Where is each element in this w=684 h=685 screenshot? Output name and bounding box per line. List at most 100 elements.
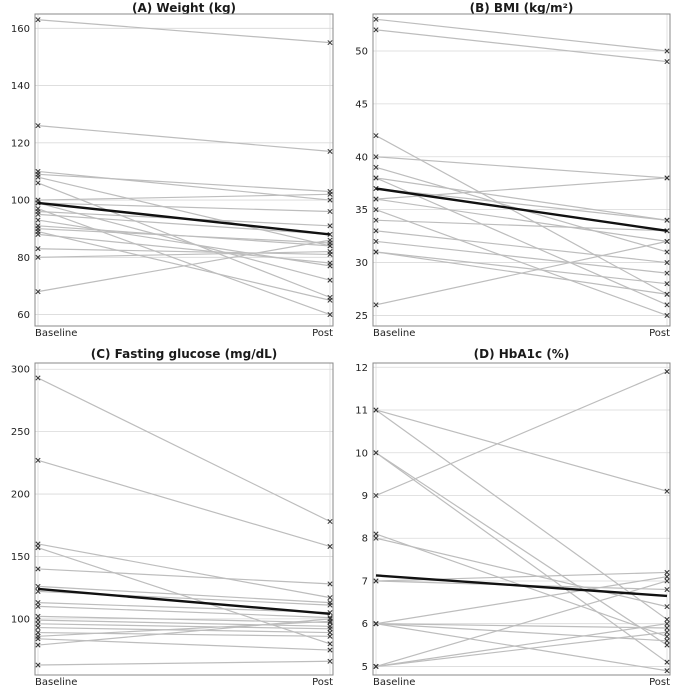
data-point-marker bbox=[373, 407, 379, 413]
data-point-marker bbox=[664, 633, 670, 640]
x-tick-label-baseline: Baseline bbox=[373, 677, 415, 685]
individual-line bbox=[375, 631, 668, 668]
data-point-marker bbox=[35, 180, 41, 186]
data-point-marker bbox=[35, 375, 41, 381]
individual-line bbox=[37, 125, 331, 152]
individual-line bbox=[375, 177, 668, 221]
individual-line bbox=[37, 193, 331, 201]
y-tick-label: 200 bbox=[11, 490, 30, 501]
individual-line bbox=[375, 209, 668, 316]
data-point-marker bbox=[35, 231, 41, 237]
mean-line bbox=[37, 201, 331, 236]
data-point-marker bbox=[373, 228, 379, 234]
data-point-marker bbox=[664, 291, 670, 297]
panel-d: (D) HbA1c (%) 5 6 7 8 9 10 11 12 Baseline Post bbox=[355, 347, 671, 685]
data-point-marker bbox=[327, 249, 333, 255]
data-point-marker bbox=[327, 208, 333, 215]
mean-line bbox=[37, 587, 331, 616]
individual-line bbox=[37, 660, 331, 666]
data-point-marker bbox=[373, 16, 379, 22]
data-point-marker bbox=[373, 196, 379, 202]
individual-line bbox=[37, 626, 331, 634]
y-tick-label: 30 bbox=[355, 258, 368, 269]
individual-line bbox=[375, 18, 668, 52]
data-point-marker bbox=[664, 281, 670, 287]
individual-line bbox=[375, 156, 668, 179]
individual-line bbox=[37, 605, 331, 619]
data-point-marker bbox=[327, 658, 333, 664]
data-point-marker bbox=[35, 566, 41, 572]
individual-line bbox=[37, 585, 331, 604]
data-point-marker bbox=[327, 191, 333, 197]
data-point-marker bbox=[664, 668, 670, 674]
individual-line bbox=[375, 240, 668, 306]
individual-line bbox=[37, 618, 331, 646]
x-tick-label-post: Post bbox=[312, 677, 333, 685]
data-point-marker bbox=[327, 595, 333, 601]
individual-line bbox=[37, 228, 331, 244]
y-tick-label: 140 bbox=[11, 81, 30, 92]
data-point-marker bbox=[664, 638, 670, 644]
chart-title: (A) Weight (kg) bbox=[132, 1, 236, 15]
individual-line bbox=[37, 638, 331, 651]
y-tick-label: 10 bbox=[355, 448, 368, 459]
individual-line bbox=[37, 173, 331, 193]
data-point-marker bbox=[373, 207, 379, 213]
data-point-marker bbox=[327, 277, 333, 283]
individual-line bbox=[37, 620, 331, 637]
y-tick-label: 12 bbox=[355, 363, 368, 374]
data-point-marker bbox=[664, 228, 670, 234]
individual-line bbox=[375, 623, 668, 668]
individual-line bbox=[37, 182, 331, 298]
y-tick-label: 50 bbox=[355, 47, 368, 58]
data-point-marker bbox=[35, 613, 41, 619]
data-point-marker bbox=[664, 488, 670, 494]
y-tick-label: 7 bbox=[362, 576, 368, 587]
y-tick-label: 100 bbox=[11, 196, 30, 207]
data-point-marker bbox=[664, 621, 670, 627]
individual-line bbox=[37, 208, 331, 316]
data-point-marker bbox=[373, 185, 379, 192]
data-point-marker bbox=[664, 629, 670, 635]
x-tick-label-baseline: Baseline bbox=[35, 677, 77, 685]
data-point-marker bbox=[327, 647, 333, 653]
plot-frame bbox=[372, 13, 671, 327]
y-tick-label: 150 bbox=[11, 552, 30, 563]
y-tick-label: 160 bbox=[11, 24, 30, 35]
y-tick-label: 45 bbox=[355, 99, 368, 110]
individual-line bbox=[37, 459, 331, 548]
data-point-marker bbox=[327, 197, 333, 203]
y-tick-label: 8 bbox=[362, 534, 368, 545]
data-point-marker bbox=[35, 211, 41, 217]
data-point-marker bbox=[373, 217, 379, 223]
data-point-marker bbox=[35, 246, 41, 252]
data-point-marker bbox=[35, 662, 41, 668]
individual-line bbox=[37, 213, 331, 236]
data-point-marker bbox=[664, 302, 670, 308]
data-point-marker bbox=[35, 603, 41, 609]
individual-line bbox=[375, 623, 668, 629]
y-tick-label: 100 bbox=[11, 614, 30, 625]
y-tick-label: 300 bbox=[11, 365, 30, 376]
data-point-marker bbox=[373, 621, 379, 627]
x-tick-label-baseline: Baseline bbox=[373, 328, 415, 339]
data-point-marker bbox=[35, 254, 41, 260]
individual-line bbox=[37, 377, 331, 523]
data-point-marker bbox=[327, 40, 333, 46]
individual-line bbox=[375, 29, 668, 63]
individual-line bbox=[375, 198, 668, 242]
data-point-marker bbox=[35, 617, 41, 623]
data-point-marker bbox=[664, 249, 670, 255]
data-point-marker bbox=[373, 133, 379, 139]
data-point-marker bbox=[327, 294, 333, 300]
data-point-marker bbox=[664, 217, 670, 223]
data-point-marker bbox=[35, 457, 41, 463]
data-point-marker bbox=[373, 249, 379, 255]
individual-line bbox=[37, 602, 331, 614]
data-point-marker bbox=[327, 237, 333, 243]
data-point-marker bbox=[327, 518, 333, 525]
data-point-marker bbox=[327, 602, 333, 608]
data-point-marker bbox=[373, 164, 379, 170]
data-point-marker bbox=[327, 633, 333, 639]
chart-title: (C) Fasting glucose (mg/dL) bbox=[91, 347, 278, 361]
